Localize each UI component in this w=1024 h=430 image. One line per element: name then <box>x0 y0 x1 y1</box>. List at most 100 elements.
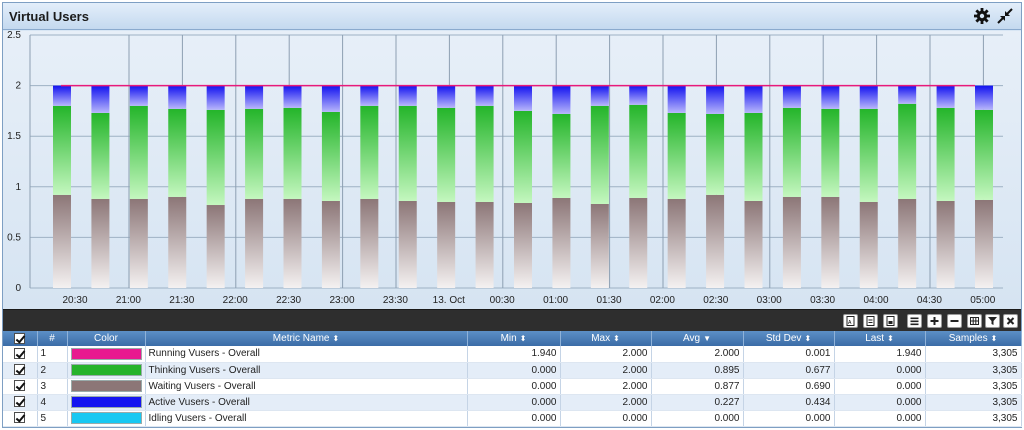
menu-icon[interactable] <box>907 314 922 328</box>
bar-active <box>859 85 878 109</box>
x-tick-label: 02:30 <box>703 295 728 306</box>
y-tick-label: 1 <box>15 182 21 193</box>
table-row[interactable]: 4 Active Vusers - Overall 0.000 2.000 0.227 0… <box>3 394 1022 411</box>
checkbox[interactable] <box>14 412 26 424</box>
row-checkbox[interactable] <box>3 410 38 427</box>
bar-thinking <box>821 108 840 197</box>
table-header-row: # Color Metric Name ⬍ Min ⬍ Max ⬍ Avg ▼ Std … <box>3 331 1022 346</box>
table-row[interactable]: 3 Waiting Vusers - Overall 0.000 2.000 0.877… <box>3 378 1022 395</box>
header-std-dev[interactable]: Std Dev ⬍ <box>743 331 835 346</box>
bar-active <box>475 85 494 106</box>
table-row[interactable]: 2 Thinking Vusers - Overall 0.000 2.000 0.89… <box>3 362 1022 379</box>
row-avg: 0.227 <box>651 394 744 411</box>
bar-waiting <box>744 200 763 288</box>
bar-active <box>975 85 993 110</box>
x-tick-label: 04:30 <box>917 295 942 306</box>
checkbox[interactable] <box>14 364 26 376</box>
bar-waiting <box>706 194 725 288</box>
sort-icon: ⬍ <box>804 334 812 343</box>
export-icon[interactable] <box>863 314 878 328</box>
bar-active <box>245 85 264 109</box>
bar-thinking <box>168 108 187 197</box>
row-max: 2.000 <box>560 362 652 379</box>
header-color[interactable]: Color <box>67 331 146 346</box>
row-color-swatch[interactable] <box>67 394 146 411</box>
minus-icon[interactable] <box>947 314 962 328</box>
color-swatch[interactable] <box>70 396 142 408</box>
header-avg[interactable]: Avg ▼ <box>651 331 744 346</box>
x-tick-label: 05:00 <box>970 295 995 306</box>
bar-thinking <box>706 113 725 195</box>
bar-thinking <box>552 113 571 198</box>
color-swatch[interactable] <box>70 364 142 376</box>
save-icon[interactable] <box>883 314 898 328</box>
row-last: 0.000 <box>834 394 926 411</box>
table-row[interactable]: 1 Running Vusers - Overall 1.940 2.000 2.000… <box>3 346 1022 363</box>
row-number: 4 <box>37 394 68 411</box>
color-swatch[interactable] <box>70 380 142 392</box>
checkbox[interactable] <box>14 396 26 408</box>
bar-active <box>552 85 571 114</box>
row-samples: 3,305 <box>925 378 1022 395</box>
bar-thinking <box>129 105 148 199</box>
bar-thinking <box>398 105 417 201</box>
header-number[interactable]: # <box>37 331 68 346</box>
row-samples: 3,305 <box>925 362 1022 379</box>
row-color-swatch[interactable] <box>67 378 146 395</box>
bar-active <box>437 85 456 108</box>
bar-thinking <box>206 109 225 206</box>
x-tick-label: 01:00 <box>543 295 568 306</box>
panel-titlebar: Virtual Users <box>3 3 1021 30</box>
row-min: 1.940 <box>467 346 561 363</box>
row-checkbox[interactable] <box>3 394 38 411</box>
bar-active <box>744 85 763 113</box>
bar-waiting <box>321 200 340 288</box>
bar-waiting <box>975 199 993 288</box>
checkbox[interactable] <box>14 380 26 392</box>
row-metric-name: Running Vusers - Overall <box>145 346 468 363</box>
bar-active <box>514 85 532 111</box>
bar-waiting <box>91 198 110 288</box>
y-tick-label: 0.5 <box>7 232 21 243</box>
table-row[interactable]: 5 Idling Vusers - Overall 0.000 0.000 0.000 0… <box>3 410 1022 427</box>
header-min[interactable]: Min ⬍ <box>467 331 561 346</box>
row-metric-name: Active Vusers - Overall <box>145 394 468 411</box>
row-checkbox[interactable] <box>3 378 38 395</box>
filter-icon[interactable] <box>985 314 1000 328</box>
plus-icon[interactable] <box>927 314 942 328</box>
row-avg: 2.000 <box>651 346 744 363</box>
header-max[interactable]: Max ⬍ <box>560 331 652 346</box>
color-swatch[interactable] <box>70 347 142 360</box>
bar-active <box>936 85 955 108</box>
sort-icon: ⬍ <box>613 334 620 343</box>
header-samples[interactable]: Samples ⬍ <box>925 331 1022 346</box>
color-swatch[interactable] <box>70 412 142 424</box>
collapse-icon[interactable] <box>996 7 1014 25</box>
bar-thinking <box>475 105 494 202</box>
x-tick-label: 23:30 <box>383 295 408 306</box>
bar-active <box>168 85 187 109</box>
row-min: 0.000 <box>467 394 561 411</box>
bar-waiting <box>206 205 225 288</box>
row-last: 0.000 <box>834 378 926 395</box>
header-metric-name[interactable]: Metric Name ⬍ <box>145 331 468 346</box>
select-all-checkbox[interactable] <box>3 331 38 346</box>
x-tick-label: 22:00 <box>223 295 248 306</box>
pdf-icon[interactable]: A <box>843 314 858 328</box>
row-std-dev: 0.001 <box>743 346 835 363</box>
row-checkbox[interactable] <box>3 362 38 379</box>
grid-icon[interactable] <box>967 314 982 328</box>
x-tick-label: 03:00 <box>757 295 782 306</box>
x-tick-label: 01:30 <box>596 295 621 306</box>
header-last[interactable]: Last ⬍ <box>834 331 926 346</box>
bar-thinking <box>91 112 110 199</box>
checkbox[interactable] <box>14 348 26 360</box>
row-color-swatch[interactable] <box>67 346 146 363</box>
row-color-swatch[interactable] <box>67 410 146 427</box>
row-color-swatch[interactable] <box>67 362 146 379</box>
close-icon[interactable] <box>1003 314 1018 328</box>
gear-icon[interactable] <box>973 7 991 25</box>
bar-thinking <box>629 104 648 198</box>
row-checkbox[interactable] <box>3 346 38 363</box>
bar-active <box>129 85 148 106</box>
